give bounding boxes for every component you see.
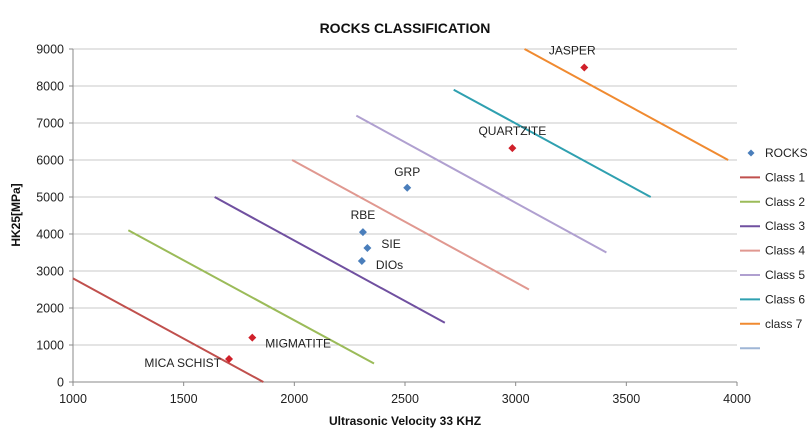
rock-label-rbe: RBE bbox=[351, 208, 376, 222]
legend-entry: Class 1 bbox=[740, 170, 805, 184]
rock-points: JASPER QUARTZITE GRP RBE SIE DIOs MIGMATITE MIC… bbox=[144, 44, 596, 371]
legend-label: Class 1 bbox=[765, 170, 805, 184]
legend-label: Class 5 bbox=[765, 268, 805, 282]
chart-title: ROCKS CLASSIFICATION bbox=[320, 20, 491, 36]
rock-label-grp: GRP bbox=[394, 165, 420, 179]
rock-label-sie: SIE bbox=[381, 237, 400, 251]
y-tick-label: 8000 bbox=[36, 80, 64, 94]
legend-entry: Class 4 bbox=[740, 244, 805, 258]
y-tick-label: 4000 bbox=[36, 228, 64, 242]
rock-point-sie bbox=[363, 244, 372, 253]
x-tick-label: 3500 bbox=[612, 392, 640, 406]
class-line-class-1 bbox=[72, 277, 264, 383]
rock-label-dios: DIOs bbox=[376, 258, 403, 272]
y-tick-label: 0 bbox=[57, 376, 64, 390]
class-line-class-4 bbox=[291, 159, 530, 291]
rock-point-jasper bbox=[580, 63, 589, 72]
y-tick-label: 3000 bbox=[36, 265, 64, 279]
rock-label-mica-schist: MICA SCHIST bbox=[144, 356, 221, 370]
y-tick-label: 7000 bbox=[36, 117, 64, 131]
legend-entry: Class 3 bbox=[740, 219, 805, 233]
legend-label: ROCKS bbox=[765, 146, 808, 160]
x-tick-label: 2000 bbox=[280, 392, 308, 406]
rock-point-dios bbox=[357, 257, 366, 266]
rock-label-migmatite: MIGMATITE bbox=[265, 337, 331, 351]
legend-entry: Class 2 bbox=[740, 195, 805, 209]
x-tick-label: 1500 bbox=[170, 392, 198, 406]
y-tick-label: 5000 bbox=[36, 191, 64, 205]
y-tick-label: 6000 bbox=[36, 154, 64, 168]
legend-label: Class 4 bbox=[765, 244, 805, 258]
axes bbox=[69, 48, 738, 386]
rock-point-migmatite bbox=[248, 333, 257, 342]
x-tick-labels: 1000 1500 2000 2500 3000 3500 4000 bbox=[59, 392, 751, 406]
legend-entry: Class 6 bbox=[740, 292, 805, 306]
rock-point-grp bbox=[403, 183, 412, 192]
legend-entry: Class 5 bbox=[740, 268, 805, 282]
legend-label: Class 3 bbox=[765, 219, 805, 233]
x-tick-label: 2500 bbox=[391, 392, 419, 406]
class-line-class-3 bbox=[214, 196, 446, 324]
rock-point-rbe bbox=[358, 228, 367, 237]
x-tick-label: 4000 bbox=[723, 392, 751, 406]
x-tick-label: 1000 bbox=[59, 392, 87, 406]
x-tick-label: 3000 bbox=[502, 392, 530, 406]
class-line-class-2 bbox=[127, 229, 375, 365]
rock-label-jasper: JASPER bbox=[549, 44, 596, 58]
rock-label-quartzite: QUARTZITE bbox=[478, 124, 546, 138]
legend-label: class 7 bbox=[765, 317, 803, 331]
x-axis-label: Ultrasonic Velocity 33 KHZ bbox=[329, 414, 481, 428]
legend-label: Class 2 bbox=[765, 195, 805, 209]
legend-entry: ROCKS bbox=[747, 146, 808, 160]
class-line-class-6 bbox=[453, 88, 652, 198]
legend-label: Class 6 bbox=[765, 292, 805, 306]
legend-entry: class 7 bbox=[740, 317, 803, 331]
y-tick-label: 2000 bbox=[36, 302, 64, 316]
y-tick-labels: 0 1000 2000 3000 4000 5000 6000 7000 8000 9000 bbox=[36, 43, 64, 390]
class-line-class-5 bbox=[355, 114, 607, 254]
y-tick-label: 9000 bbox=[36, 43, 64, 57]
rock-point-mica-schist bbox=[225, 355, 234, 364]
y-axis-label: HK25[MPa] bbox=[9, 183, 23, 246]
y-tick-label: 1000 bbox=[36, 339, 64, 353]
class-line-class-7 bbox=[524, 48, 729, 161]
class-lines bbox=[72, 48, 729, 383]
grid bbox=[73, 48, 737, 346]
legend: ROCKS Class 1 Class 2 Class 3 Class 4 Class 5… bbox=[740, 146, 808, 350]
rock-point-quartzite bbox=[508, 144, 517, 153]
legend-marker bbox=[747, 149, 755, 157]
